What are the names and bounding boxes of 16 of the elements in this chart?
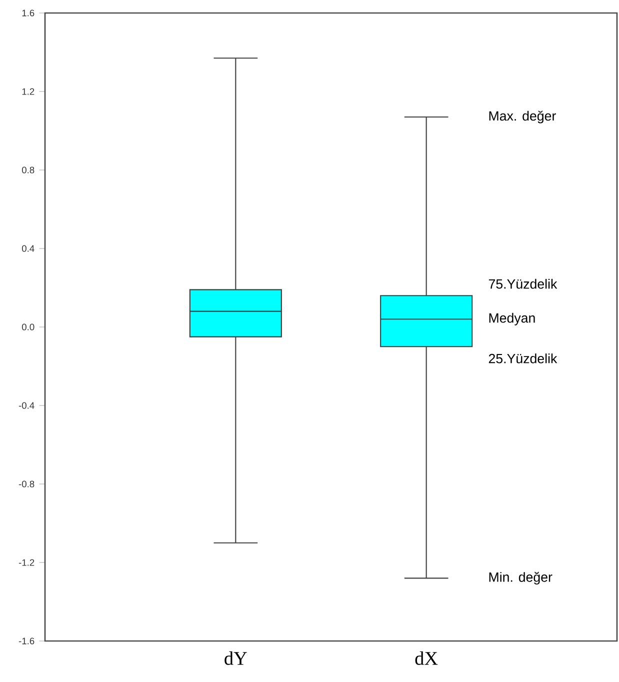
annotation: Medyan	[489, 312, 535, 326]
y-tick-label: 0.8	[22, 166, 34, 174]
y-tick-label: 0.0	[22, 324, 34, 330]
y-tick-label: 1.6	[22, 10, 34, 16]
y-tick-label: -0.8	[18, 480, 34, 488]
y-tick-label: 0.4	[22, 245, 34, 252]
y-tick-label: -0.4	[18, 402, 34, 409]
annotation: 25.Yüzdelik	[488, 354, 558, 364]
annotation: Max. değer	[489, 110, 556, 124]
y-tick-label: -1.6	[18, 638, 34, 644]
x-tick-label: dY	[224, 651, 247, 665]
annotation: Min. değer	[489, 572, 552, 584]
annotation: 75.Yüzdelik	[488, 278, 558, 289]
x-tick-label: dX	[415, 651, 438, 665]
y-tick-label: -1.2	[18, 559, 34, 566]
y-tick-label: 1.2	[22, 88, 34, 95]
